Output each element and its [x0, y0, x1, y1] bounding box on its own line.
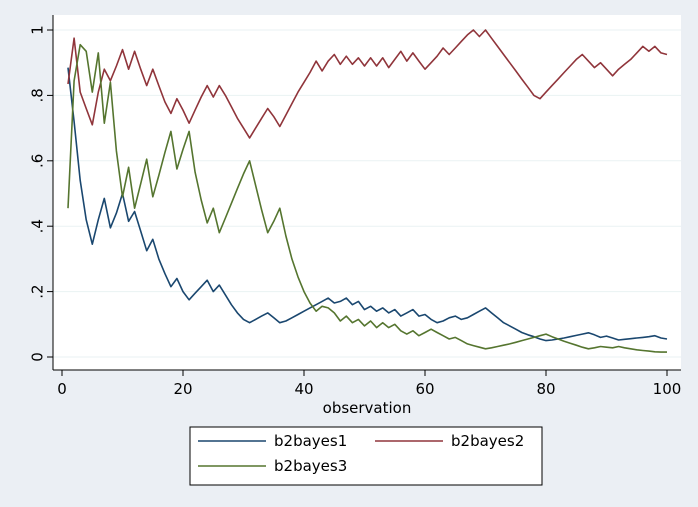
x-tick-label: 20 — [173, 380, 192, 398]
gridlines — [53, 29, 681, 358]
series-line-b2bayes3 — [67, 43, 667, 353]
series-line-b2bayes1 — [67, 67, 668, 342]
legend: b2bayes1 b2bayes2 b2bayes3 — [189, 426, 543, 486]
plot-area — [53, 15, 681, 370]
y-tick-label: .6 — [28, 154, 46, 168]
legend-box — [189, 426, 543, 486]
x-tick-label: 100 — [653, 380, 682, 398]
legend-label: b2bayes3 — [274, 457, 347, 475]
y-tick-label: .8 — [28, 88, 46, 102]
legend-items: b2bayes1 b2bayes2 b2bayes3 — [198, 432, 524, 475]
x-tick-label: 40 — [294, 380, 313, 398]
y-tick-label: 0 — [28, 352, 46, 362]
axes — [47, 15, 681, 376]
series-lines — [67, 29, 668, 353]
x-tick-label: 0 — [57, 380, 67, 398]
legend-label: b2bayes1 — [274, 432, 347, 450]
x-axis-title: observation — [323, 399, 412, 417]
tick-labels: 0 .2 .4 .6 .8 1 0 20 40 60 80 100 — [28, 25, 681, 398]
series-line-b2bayes2 — [67, 29, 668, 139]
y-tick-label: .4 — [28, 219, 46, 233]
legend-label: b2bayes2 — [451, 432, 524, 450]
legend-item: b2bayes3 — [198, 457, 347, 475]
legend-item: b2bayes1 — [198, 432, 347, 450]
y-tick-label: 1 — [28, 25, 46, 35]
x-tick-label: 60 — [415, 380, 434, 398]
x-tick-label: 80 — [536, 380, 555, 398]
legend-item: b2bayes2 — [375, 432, 524, 450]
y-tick-label: .2 — [28, 284, 46, 298]
